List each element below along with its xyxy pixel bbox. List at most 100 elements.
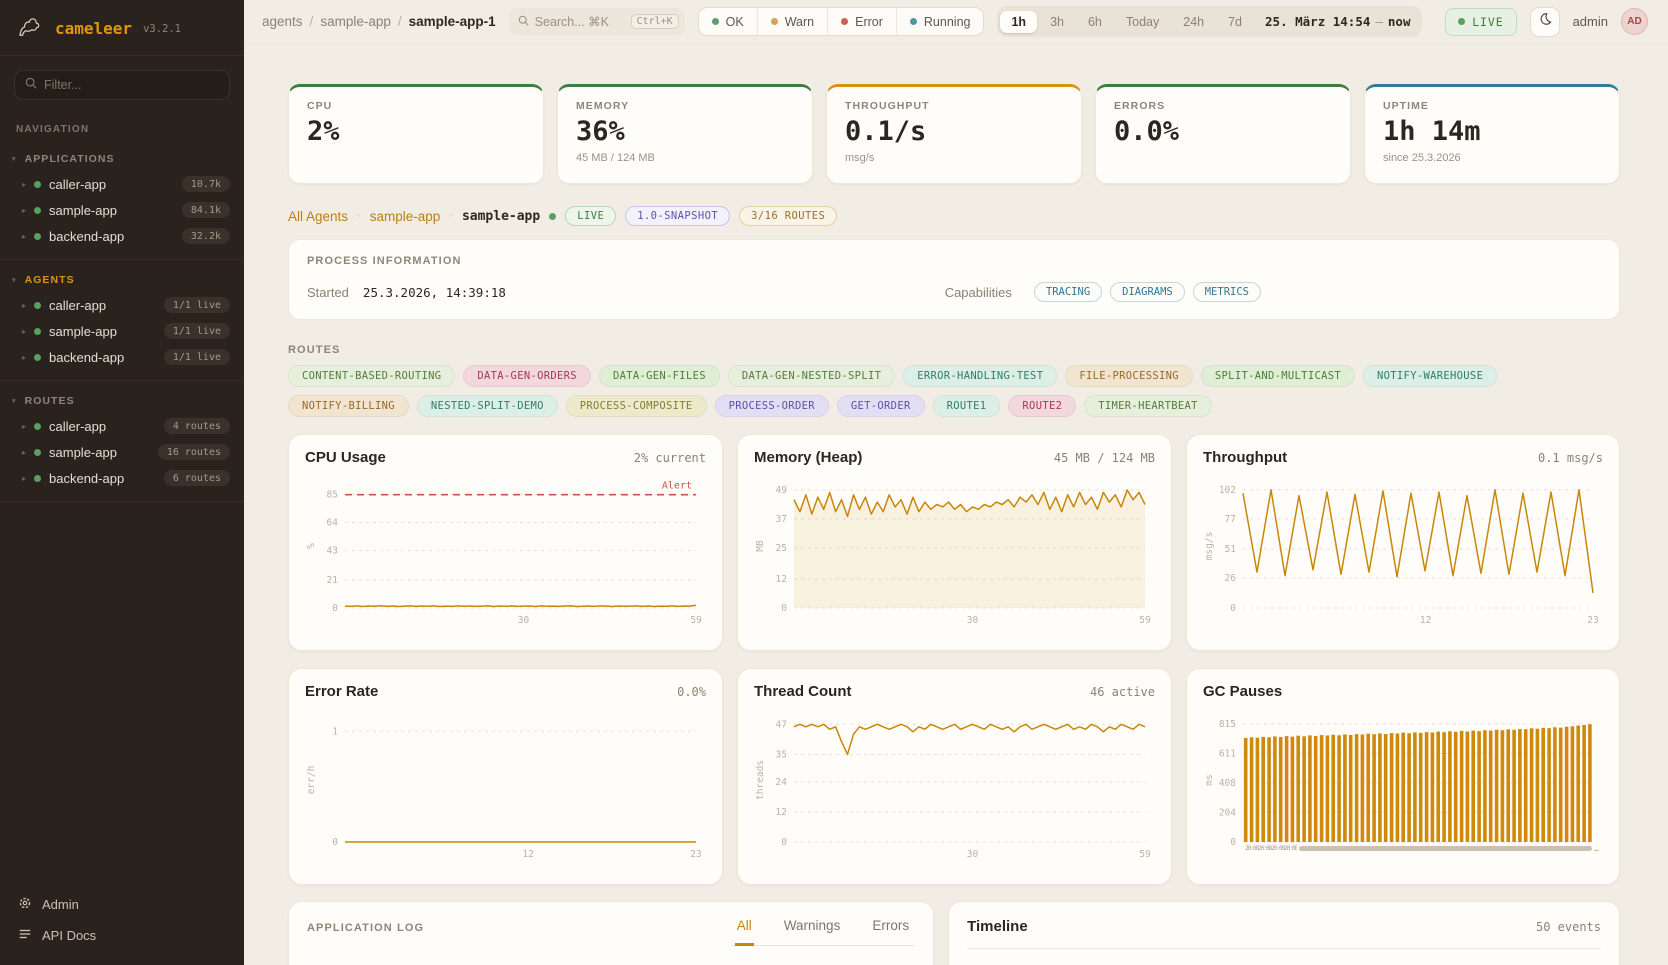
version-pill: 1.0-SNAPSHOT xyxy=(625,206,731,226)
sidebar-item-sample-app[interactable]: ▸ sample-app 16 routes xyxy=(0,439,244,465)
chevron-right-icon: ▸ xyxy=(22,421,27,431)
range-today[interactable]: Today xyxy=(1125,14,1160,29)
chevron-down-icon: ▾ xyxy=(12,398,17,405)
breadcrumb-link[interactable]: sample-app xyxy=(320,14,391,29)
sidebar-item-caller-app[interactable]: ▸ caller-app 1/1 live xyxy=(0,292,244,318)
live-badge: 1/1 live xyxy=(163,323,230,339)
status-dot xyxy=(34,353,42,361)
chevron-right-icon: ▸ xyxy=(22,179,27,189)
section-header-agents[interactable]: ▾ AGENTS xyxy=(12,274,75,286)
search-input[interactable]: Search... ⌘K Ctrl+K xyxy=(508,8,685,35)
sidebar-item-backend-app[interactable]: ▸ backend-app 1/1 live xyxy=(0,344,244,370)
filter-error[interactable]: Error xyxy=(828,8,897,35)
svg-text:0: 0 xyxy=(332,603,338,614)
theme-toggle-button[interactable] xyxy=(1529,6,1560,37)
sidebar-item-admin[interactable]: Admin xyxy=(16,889,228,920)
routes-badge: 16 routes xyxy=(157,444,230,460)
bottom-row: APPLICATION LOG All Warnings Errors Time… xyxy=(288,901,1620,965)
svg-text:51: 51 xyxy=(1225,544,1237,555)
section-header-applications[interactable]: ▾ APPLICATIONS xyxy=(12,153,115,165)
all-agents-link[interactable]: All Agents xyxy=(288,208,349,224)
route-chip[interactable]: DATA-GEN-FILES xyxy=(598,365,720,387)
chevron-right-icon: ▸ xyxy=(22,326,27,336)
range-3h[interactable]: 3h xyxy=(1050,14,1064,29)
app-name: cameleer xyxy=(55,19,133,38)
sidebar-item-backend-app[interactable]: ▸ backend-app 32.2k xyxy=(0,223,244,249)
svg-text:msg/s: msg/s xyxy=(1204,532,1215,561)
route-chip[interactable]: ROUTE1 xyxy=(932,395,1001,417)
throughput-plot: 0 26 51 77 102 12 23 msg/s xyxy=(1203,474,1603,626)
svg-text:37: 37 xyxy=(776,514,787,525)
error-dot xyxy=(841,18,849,25)
range-1h[interactable]: 1h xyxy=(1000,10,1038,33)
capabilities-label: Capabilities xyxy=(944,284,1012,300)
route-chip[interactable]: SPLIT-AND-MULTICAST xyxy=(1200,365,1356,387)
tab-warnings[interactable]: Warnings xyxy=(783,918,841,933)
filter-input[interactable] xyxy=(44,78,219,92)
time-display[interactable]: 25. März 14:54– now xyxy=(1265,14,1411,29)
sidebar-item-api-docs[interactable]: API Docs xyxy=(16,920,228,951)
sidebar-item-caller-app[interactable]: ▸ caller-app 4 routes xyxy=(0,413,244,439)
route-chip[interactable]: GET-ORDER xyxy=(836,395,925,417)
route-chip[interactable]: NOTIFY-WAREHOUSE xyxy=(1363,365,1498,387)
sample-app-link[interactable]: sample-app xyxy=(369,208,441,224)
route-chip[interactable]: PROCESS-ORDER xyxy=(714,395,829,417)
section-header-routes[interactable]: ▾ ROUTES xyxy=(12,395,75,407)
svg-text:23: 23 xyxy=(690,849,701,860)
tab-all[interactable]: All xyxy=(734,918,754,946)
svg-text:204: 204 xyxy=(1219,807,1236,818)
moon-icon xyxy=(1538,12,1552,31)
route-chip[interactable]: NOTIFY-BILLING xyxy=(288,395,409,417)
breadcrumb-separator: / xyxy=(309,14,314,29)
sidebar-item-caller-app[interactable]: ▸ caller-app 10.7k xyxy=(0,171,244,197)
filter-ok[interactable]: OK xyxy=(699,8,758,35)
sidebar-item-backend-app[interactable]: ▸ backend-app 6 routes xyxy=(0,465,244,491)
shortcut-badge: Ctrl+K xyxy=(630,14,679,29)
svg-text:23: 23 xyxy=(1587,615,1598,626)
svg-text:59: 59 xyxy=(690,615,702,626)
route-chip[interactable]: DATA-GEN-ORDERS xyxy=(463,365,591,387)
svg-text:threads: threads xyxy=(755,760,766,800)
tab-errors[interactable]: Errors xyxy=(872,918,910,933)
avatar[interactable]: AD xyxy=(1621,8,1648,35)
capability-diagrams: DIAGRAMS xyxy=(1110,282,1185,302)
gc-scrollbar[interactable] xyxy=(1299,846,1593,851)
range-24h[interactable]: 24h xyxy=(1183,14,1205,29)
svg-text:26: 26 xyxy=(1225,573,1237,584)
chart-throughput: Throughput 0.1 msg/s 0 26 51 77 102 12 23 msg/s xyxy=(1186,434,1620,651)
filter-warn[interactable]: Warn xyxy=(758,8,829,35)
svg-text:12: 12 xyxy=(1420,615,1431,626)
chevron-right-icon: ▸ xyxy=(22,231,27,241)
sidebar-filter[interactable] xyxy=(14,70,230,100)
svg-text:Alert: Alert xyxy=(662,481,692,492)
route-chip[interactable]: NESTED-SPLIT-DEMO xyxy=(416,395,558,417)
log-tabs: All Warnings Errors xyxy=(730,918,916,946)
route-chip[interactable]: PROCESS-COMPOSITE xyxy=(565,395,707,417)
sidebar-item-sample-app[interactable]: ▸ sample-app 84.1k xyxy=(0,197,244,223)
range-6h[interactable]: 6h xyxy=(1087,14,1102,29)
route-chip[interactable]: DATA-GEN-NESTED-SPLIT xyxy=(727,365,896,387)
route-chip[interactable]: ROUTE2 xyxy=(1008,395,1077,417)
svg-text:%: % xyxy=(306,543,317,549)
route-chip[interactable]: CONTENT-BASED-ROUTING xyxy=(288,365,456,387)
route-chip[interactable]: ERROR-HANDLING-TEST xyxy=(903,365,1058,387)
svg-text:30: 30 xyxy=(967,615,979,626)
svg-text:0: 0 xyxy=(1230,837,1236,848)
svg-text:0: 0 xyxy=(332,837,338,848)
breadcrumb-link[interactable]: agents xyxy=(262,14,303,29)
live-toggle[interactable]: LIVE xyxy=(1445,7,1517,36)
capabilities-group: Capabilities TRACING DIAGRAMS METRICS xyxy=(945,282,1261,302)
filter-running[interactable]: Running xyxy=(897,8,984,35)
route-chip[interactable]: TIMER-HEARTBEAT xyxy=(1084,395,1212,417)
route-chip[interactable]: FILE-PROCESSING xyxy=(1065,365,1193,387)
search-icon xyxy=(518,13,529,31)
started-value: 25.3.2026, 14:39:18 xyxy=(362,284,506,300)
sidebar-item-sample-app[interactable]: ▸ sample-app 1/1 live xyxy=(0,318,244,344)
svg-text:47: 47 xyxy=(776,719,787,730)
svg-text:30: 30 xyxy=(967,849,979,860)
user-name: admin xyxy=(1572,14,1608,29)
breadcrumb-current: sample-app-1 xyxy=(408,14,496,29)
count-badge: 10.7k xyxy=(181,176,230,192)
process-information-card: PROCESS INFORMATION Started 25.3.2026, 1… xyxy=(288,239,1620,320)
range-7d[interactable]: 7d xyxy=(1228,14,1243,29)
